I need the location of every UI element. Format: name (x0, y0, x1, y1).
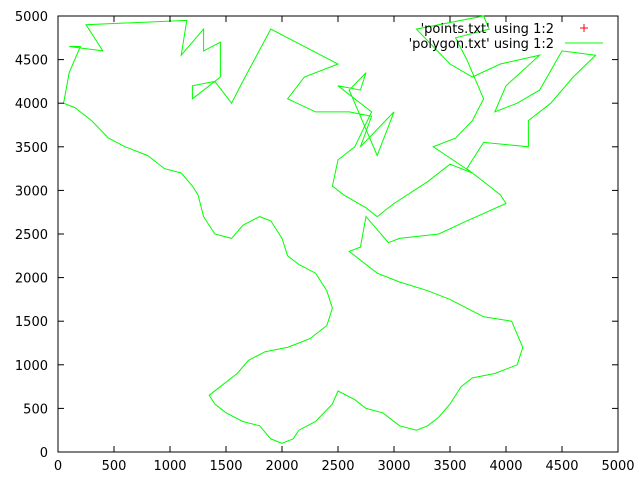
ticks-layer: 0 500 1000 1500 2000 2500 3000 3500 4000 4500 5000… (15, 10, 635, 474)
x-tick-label: 4500 (545, 459, 578, 474)
legend-label: 'polygon.txt' using 1:2 (409, 37, 554, 52)
legend: 'points.txt' using 1:2'polygon.txt' usin… (409, 22, 603, 52)
x-tick-label: 0 (54, 459, 62, 474)
y-tick-label: 0 (40, 446, 48, 461)
legend-label: 'points.txt' using 1:2 (421, 22, 554, 37)
x-tick-label: 5000 (601, 459, 634, 474)
x-tick-label: 2500 (321, 459, 354, 474)
x-tick-label: 3000 (377, 459, 410, 474)
x-tick-label: 4000 (489, 459, 522, 474)
y-tick-label: 3000 (15, 184, 48, 199)
y-tick-label: 2000 (15, 272, 48, 287)
x-tick-label: 1000 (153, 459, 186, 474)
plot-frame (57, 15, 619, 453)
y-tick-label: 1500 (15, 315, 48, 330)
y-tick-label: 500 (23, 402, 48, 417)
plot-area (57, 15, 619, 453)
y-tick-label: 4000 (15, 97, 48, 112)
y-tick-label: 1000 (15, 359, 48, 374)
x-tick-label: 2000 (265, 459, 298, 474)
y-tick-label: 2500 (15, 228, 48, 243)
y-tick-label: 3500 (15, 141, 48, 156)
y-tick-label: 4500 (15, 54, 48, 69)
x-tick-label: 500 (102, 459, 127, 474)
y-tick-label: 5000 (15, 10, 48, 25)
series-layer (63, 15, 597, 444)
x-tick-label: 1500 (209, 459, 242, 474)
x-tick-label: 3500 (433, 459, 466, 474)
series-polygon-line (63, 15, 597, 444)
legend-plus-marker (580, 24, 588, 32)
